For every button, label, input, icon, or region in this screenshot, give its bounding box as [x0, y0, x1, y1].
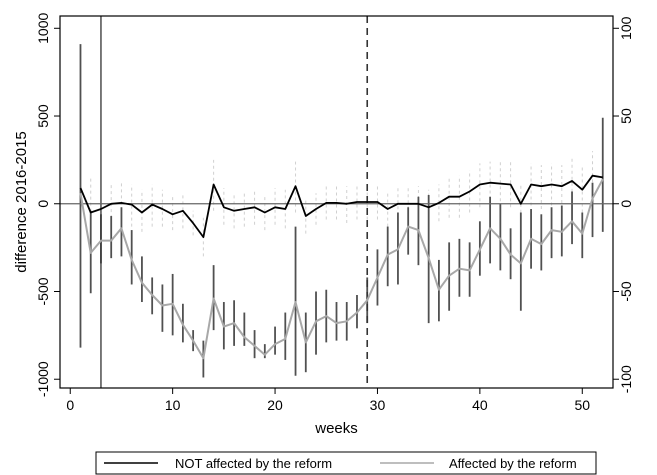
x-tick-label: 40 [472, 397, 488, 413]
y-tick-label-left: -500 [35, 277, 51, 305]
legend-box [95, 451, 597, 475]
x-axis-label: weeks [314, 420, 358, 437]
y-tick-label-right: 50 [618, 108, 634, 124]
axes: 0 10 20 30 40 50-1000-50005001000-100-5005010… [35, 13, 634, 413]
confidence-intervals [79, 44, 604, 378]
series-line-affected [79, 178, 604, 360]
y-tick-label-left: 1000 [35, 13, 51, 44]
y-axis-label: difference 2016-2015 [13, 131, 30, 273]
y-tick-label-right: -50 [618, 281, 634, 301]
y-tick-label-right: 0 [618, 200, 634, 208]
x-tick-label: 30 [370, 397, 386, 413]
x-tick-label: 20 [267, 397, 283, 413]
y-tick-label-right: 100 [618, 16, 634, 40]
series-lines [79, 174, 604, 360]
legend-label-affected: Affected by the reform [449, 456, 577, 471]
x-tick-label: 50 [574, 397, 590, 413]
y-tick-label-left: 0 [35, 200, 51, 208]
plot-frame [59, 15, 614, 389]
y-tick-label-right: -100 [618, 365, 634, 393]
legend-label-not-affected: NOT affected by the reform [175, 456, 332, 471]
x-tick-label: 0 [66, 397, 74, 413]
legend: NOT affected by the reform Affected by t… [95, 451, 597, 475]
y-tick-label-left: 500 [35, 104, 51, 128]
x-tick-label: 10 [165, 397, 181, 413]
y-tick-label-left: -1000 [35, 361, 51, 397]
series-line-not-affected [79, 174, 603, 239]
